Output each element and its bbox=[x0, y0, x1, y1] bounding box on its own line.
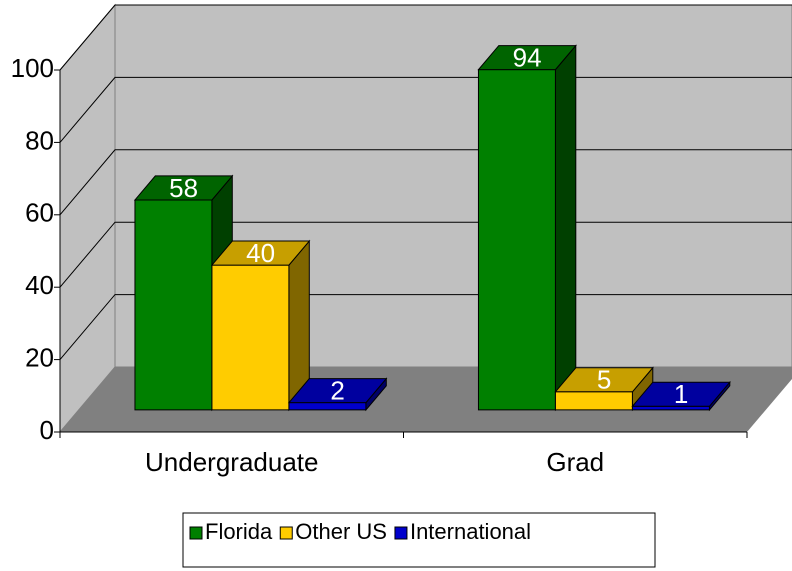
data-label: 5 bbox=[597, 365, 611, 395]
data-label: 2 bbox=[330, 376, 344, 406]
legend-label: International bbox=[410, 519, 531, 544]
y-tick-label: 100 bbox=[11, 53, 54, 83]
data-label: 1 bbox=[674, 379, 688, 409]
bar-top bbox=[631, 381, 731, 407]
bar-front bbox=[631, 405, 710, 411]
bar-top bbox=[287, 378, 388, 404]
bar-front bbox=[477, 69, 556, 411]
bar-side bbox=[554, 44, 577, 412]
legend-label: Other US bbox=[295, 519, 387, 544]
bar-front bbox=[554, 391, 633, 411]
data-label: 58 bbox=[169, 173, 198, 203]
bar-top bbox=[554, 367, 654, 393]
data-label: 40 bbox=[246, 238, 275, 268]
bar-front bbox=[288, 402, 367, 411]
y-tick-label: 0 bbox=[40, 415, 54, 445]
bar bbox=[554, 366, 654, 412]
side-wall bbox=[59, 3, 116, 434]
y-tick-label: 60 bbox=[25, 198, 54, 228]
bar-top bbox=[133, 175, 234, 201]
bar bbox=[210, 239, 311, 412]
y-tick-label: 80 bbox=[25, 125, 54, 155]
bar-front bbox=[134, 199, 213, 411]
legend-swatch bbox=[189, 526, 203, 540]
bar bbox=[287, 377, 388, 412]
bar bbox=[477, 44, 577, 412]
data-label: 94 bbox=[513, 42, 542, 72]
x-tick-label: Grad bbox=[546, 447, 604, 477]
grid-line bbox=[59, 4, 792, 71]
legend-swatch bbox=[279, 526, 293, 540]
bar-top bbox=[210, 240, 311, 266]
bar bbox=[631, 380, 731, 412]
y-tick-label: 20 bbox=[25, 342, 54, 372]
y-tick-label: 40 bbox=[25, 270, 54, 300]
legend-label: Florida bbox=[205, 519, 273, 544]
legend-swatch bbox=[394, 526, 408, 540]
legend-box bbox=[182, 512, 656, 568]
bar-front bbox=[211, 264, 290, 411]
x-tick-label: Undergraduate bbox=[145, 447, 318, 477]
bar-top bbox=[477, 45, 577, 71]
